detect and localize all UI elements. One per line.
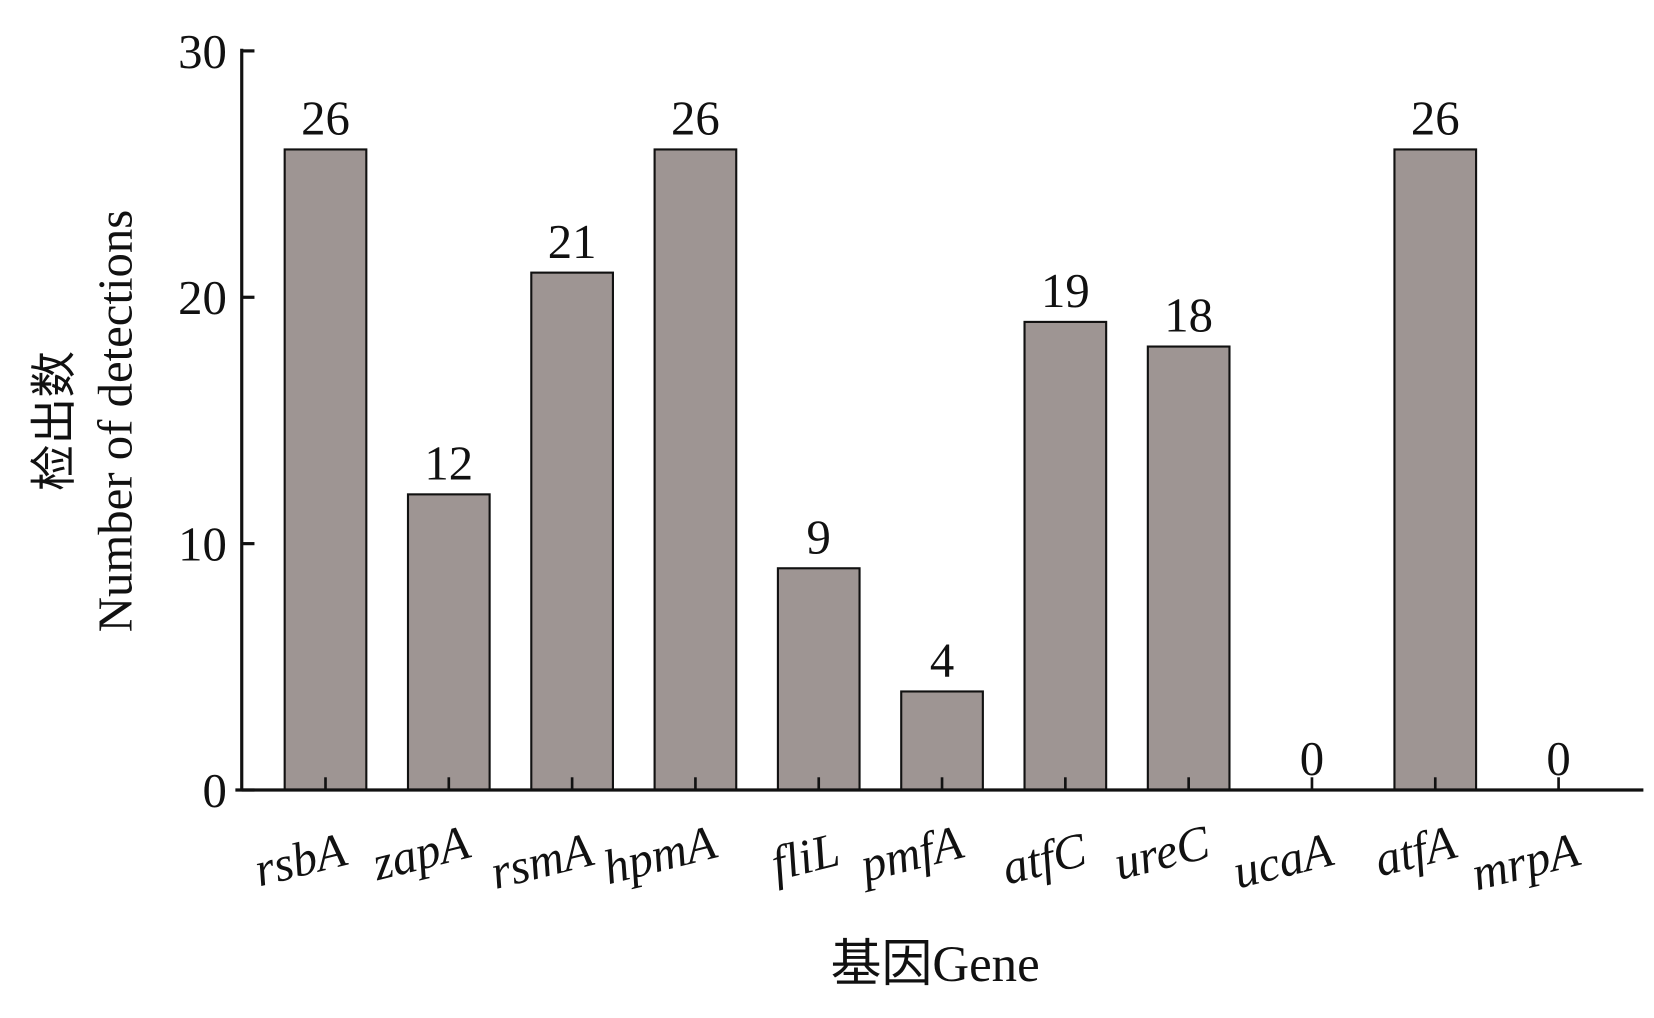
y-axis-label: Number of detections <box>88 210 142 633</box>
x-tick-label: rsmA <box>485 822 598 899</box>
data-label: 26 <box>1411 92 1460 146</box>
bar-rsbA <box>283 148 368 792</box>
x-tick-label: ucaA <box>1228 822 1338 899</box>
bar-rsmA <box>530 271 614 792</box>
x-tick-label: rsbA <box>249 822 352 897</box>
x-tick-label: fliL <box>766 823 845 892</box>
data-label: 9 <box>807 510 831 564</box>
data-label: 18 <box>1164 289 1213 343</box>
bar-pmfA <box>900 690 984 792</box>
y-tick-label: 20 <box>178 271 227 325</box>
y-tick-label: 10 <box>178 518 227 572</box>
bar-zapA <box>406 493 491 792</box>
x-tick-label: pmfA <box>852 815 968 893</box>
x-tick-label: atfA <box>1369 815 1461 887</box>
data-label: 26 <box>301 92 350 146</box>
data-label: 12 <box>424 437 473 491</box>
data-label: 26 <box>671 92 720 146</box>
x-tick-label: mrpA <box>1466 822 1584 901</box>
bar-atfA <box>1393 148 1478 792</box>
bar-fliL <box>776 567 861 792</box>
x-axis-label: 基因Gene <box>831 937 1040 993</box>
x-tick-label: ureC <box>1109 815 1215 891</box>
bar-hpmA <box>653 148 738 792</box>
data-label: 0 <box>1300 732 1324 786</box>
x-ticks: rsbA zapA rsmA hpmA fliL pmfA atfC ureC ucaA atfA… <box>249 777 1585 901</box>
bars: 26 12 21 26 9 4 19 18 0 26 0 <box>283 92 1571 792</box>
data-label: 4 <box>930 634 954 688</box>
data-label: 0 <box>1546 732 1570 786</box>
x-tick-label: zapA <box>366 815 475 891</box>
y-tick-label: 30 <box>178 25 227 79</box>
y-axis-label-cn: 检出数 <box>29 351 81 491</box>
x-tick-label: hpmA <box>598 815 722 895</box>
y-tick-label: 0 <box>203 764 227 818</box>
data-label: 21 <box>548 215 597 269</box>
x-tick-label: atfC <box>997 822 1092 895</box>
y-ticks: 0 10 20 30 <box>178 25 255 818</box>
bar-ureC <box>1146 345 1231 792</box>
bar-atfC <box>1023 320 1108 792</box>
data-label: 19 <box>1041 264 1090 318</box>
